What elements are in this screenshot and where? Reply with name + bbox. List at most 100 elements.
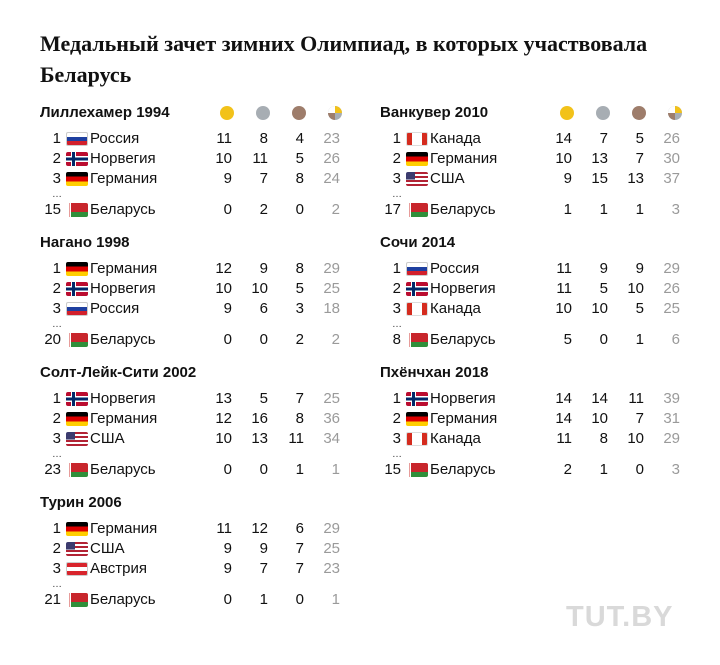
country-name: Германия [90, 260, 158, 277]
ellipsis-icon: … [392, 319, 402, 330]
country-name: Канада [430, 300, 481, 317]
belarus-flag-icon [66, 203, 88, 217]
games-table: Ванкувер 2010 1 Канада 14 7 5 26 2 Германия 10 13 7… [380, 104, 690, 224]
total-count: 30 [663, 150, 680, 167]
germany-flag-icon [406, 152, 428, 166]
table-row: 2 Германия 14 10 7 31 [380, 409, 690, 429]
gold-count: 11 [216, 520, 232, 537]
bronze-medal-icon [292, 106, 306, 120]
gold-count: 1 [563, 201, 572, 218]
table-row: 2 Норвегия 10 10 5 25 [40, 279, 350, 299]
silver-count: 5 [259, 390, 268, 407]
gold-count: 14 [555, 130, 572, 147]
gold-count: 12 [215, 410, 232, 427]
rank-number: 2 [52, 150, 61, 167]
rank-number: 2 [52, 410, 61, 427]
total-count: 26 [663, 280, 680, 297]
total-count: 1 [331, 591, 340, 608]
country-name: Россия [430, 260, 480, 277]
rank-number: 23 [44, 461, 61, 478]
germany-flag-icon [66, 412, 88, 426]
total-count: 31 [663, 410, 680, 427]
silver-count: 16 [251, 410, 268, 427]
gold-count: 9 [563, 170, 572, 187]
silver-count: 13 [591, 150, 608, 167]
total-count: 3 [671, 461, 680, 478]
bronze-count: 9 [635, 260, 644, 277]
gold-count: 5 [563, 331, 572, 348]
silver-count: 6 [259, 300, 268, 317]
silver-count: 0 [599, 331, 608, 348]
norway-flag-icon [66, 152, 88, 166]
silver-count: 1 [259, 591, 268, 608]
bronze-count: 0 [295, 201, 304, 218]
silver-count: 13 [251, 430, 268, 447]
rank-number: 1 [392, 260, 401, 277]
table-row: 3 США 10 13 11 34 [40, 429, 350, 449]
page-title: Медальный зачет зимних Олимпиад, в котор… [40, 31, 648, 87]
bronze-count: 0 [635, 461, 644, 478]
belarus-flag-icon [406, 203, 428, 217]
table-row: 1 Россия 11 8 4 23 [40, 129, 350, 149]
country-name: Норвегия [430, 280, 496, 297]
belarus-row: 17 Беларусь 1 1 1 3 [380, 200, 690, 220]
games-title: Лиллехамер 1994 [40, 104, 170, 121]
total-count: 29 [663, 430, 680, 447]
usa-flag-icon [406, 172, 428, 186]
total-medals-icon [328, 106, 342, 120]
silver-medal-icon [256, 106, 270, 120]
games-table: Турин 2006 1 Германия 11 12 6 29 2 США 9 9 7 25 3 Авст… [40, 494, 350, 614]
usa-flag-icon [66, 542, 88, 556]
games-table: Сочи 2014 1 Россия 11 9 9 29 2 Норвегия 11 5 10 26 3 К… [380, 234, 690, 354]
rank-number: 3 [52, 170, 61, 187]
bronze-count: 0 [295, 591, 304, 608]
total-medals-icon [668, 106, 682, 120]
silver-count: 7 [259, 560, 268, 577]
country-name: Германия [430, 410, 498, 427]
table-row: 2 Норвегия 10 11 5 26 [40, 149, 350, 169]
belarus-flag-icon [66, 463, 88, 477]
silver-count: 10 [591, 300, 608, 317]
gold-count: 11 [216, 130, 232, 147]
canada-flag-icon [406, 132, 428, 146]
ellipsis-icon: … [52, 189, 62, 200]
country-name: Россия [90, 130, 140, 147]
bronze-count: 13 [627, 170, 644, 187]
country-name: США [90, 540, 125, 557]
country-name: Беларусь [430, 331, 496, 348]
table-row: 1 Россия 11 9 9 29 [380, 259, 690, 279]
gold-medal-icon [220, 106, 234, 120]
bronze-count: 11 [288, 430, 304, 447]
table-row: 1 Норвегия 13 5 7 25 [40, 389, 350, 409]
bronze-count: 7 [635, 150, 644, 167]
country-name: США [90, 430, 125, 447]
total-count: 1 [331, 461, 340, 478]
gold-count: 2 [563, 461, 572, 478]
games-title: Сочи 2014 [380, 234, 456, 251]
bronze-count: 10 [627, 430, 644, 447]
country-name: США [430, 170, 465, 187]
bronze-count: 8 [295, 260, 304, 277]
bronze-medal-icon [632, 106, 646, 120]
table-row: 1 Германия 12 9 8 29 [40, 259, 350, 279]
table-row: 2 США 9 9 7 25 [40, 539, 350, 559]
games-title: Ванкувер 2010 [380, 104, 489, 121]
games-table: Нагано 1998 1 Германия 12 9 8 29 2 Норвегия 10 10 5… [40, 234, 350, 354]
gold-count: 10 [555, 150, 572, 167]
bronze-count: 7 [635, 410, 644, 427]
belarus-flag-icon [406, 463, 428, 477]
austria-flag-icon [66, 562, 88, 576]
gold-count: 13 [215, 390, 232, 407]
country-name: Норвегия [430, 390, 496, 407]
bronze-count: 3 [295, 300, 304, 317]
silver-medal-icon [596, 106, 610, 120]
total-count: 3 [671, 201, 680, 218]
bronze-count: 5 [635, 130, 644, 147]
total-count: 24 [323, 170, 340, 187]
bronze-count: 1 [295, 461, 304, 478]
total-count: 26 [323, 150, 340, 167]
table-row: 1 Канада 14 7 5 26 [380, 129, 690, 149]
rank-number: 2 [392, 410, 401, 427]
belarus-flag-icon [406, 333, 428, 347]
country-name: Беларусь [90, 331, 156, 348]
